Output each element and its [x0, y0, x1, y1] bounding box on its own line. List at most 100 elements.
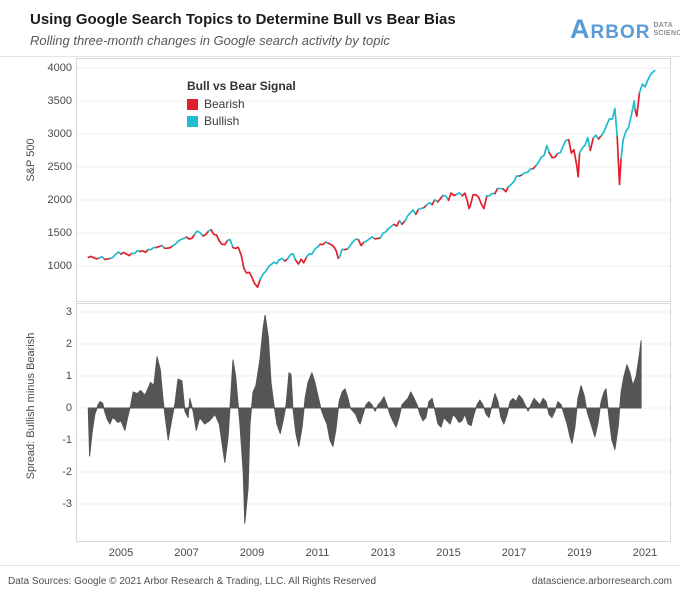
bullish-segment[interactable]	[346, 238, 360, 250]
bearish-segment[interactable]	[392, 219, 401, 227]
bearish-segment[interactable]	[447, 192, 458, 202]
bearish-segment[interactable]	[414, 208, 420, 216]
bullish-segment[interactable]	[286, 252, 297, 261]
bearish-segment[interactable]	[232, 246, 262, 289]
x-tick-label: 2017	[501, 547, 527, 559]
top-y-tick-label: 1500	[47, 227, 72, 239]
spread-area-chart[interactable]	[76, 303, 671, 542]
arbor-logo: ARBOR DATA SCIENCE	[570, 16, 680, 43]
bearish-segment[interactable]	[567, 138, 581, 178]
top-y-tick-label: 2500	[47, 161, 72, 173]
bullish-segment[interactable]	[404, 209, 417, 222]
bearish-segment[interactable]	[461, 192, 488, 210]
bearish-segment[interactable]	[494, 187, 499, 195]
x-tick-label: 2021	[632, 547, 658, 559]
bearish-segment[interactable]	[163, 245, 174, 250]
x-tick-label: 2011	[305, 547, 330, 559]
spread-area[interactable]	[87, 314, 642, 524]
bearish-segment[interactable]	[319, 241, 327, 246]
bearish-segment[interactable]	[373, 237, 382, 240]
bullish-segment[interactable]	[130, 249, 141, 255]
bullish-segment[interactable]	[425, 201, 433, 206]
bearish-segment[interactable]	[210, 228, 229, 246]
bullish-segment[interactable]	[109, 251, 122, 260]
bullish-segment[interactable]	[338, 248, 346, 259]
bearish-segment[interactable]	[589, 136, 595, 152]
bottom-y-tick-label: 1	[65, 370, 72, 382]
bullish-segment[interactable]	[455, 192, 464, 197]
top-y-tick-label: 4000	[47, 62, 72, 74]
sp500-price-line[interactable]	[87, 69, 656, 289]
x-tick-label: 2007	[174, 547, 199, 559]
bottom-y-tick-label: -2	[62, 466, 72, 478]
bullish-segment[interactable]	[363, 236, 376, 243]
page-title: Using Google Search Topics to Determine …	[30, 11, 456, 28]
bullish-segment[interactable]	[638, 69, 656, 94]
x-tick-label: 2019	[567, 547, 592, 559]
footer-attribution: Data Sources: Google © 2021 Arbor Resear…	[8, 576, 377, 587]
bullish-segment[interactable]	[193, 230, 204, 237]
signal-legend: Bull vs Bear Signal Bearish Bullish	[187, 79, 296, 131]
top-y-tick-label: 2000	[47, 194, 72, 206]
top-y-tick-label: 3500	[47, 95, 72, 107]
arbor-logo-tagline: DATA SCIENCE	[653, 22, 680, 38]
bullish-segment[interactable]	[171, 236, 188, 247]
bullish-segment[interactable]	[578, 136, 592, 155]
arbor-logo-initial: A	[570, 14, 591, 44]
bullish-segment[interactable]	[98, 255, 106, 261]
footer-divider	[0, 565, 680, 566]
bearish-swatch-icon	[187, 98, 198, 110]
page-subtitle: Rolling three-month changes in Google se…	[30, 33, 390, 48]
bullish-segment[interactable]	[259, 257, 286, 281]
top-y-tick-label: 1000	[47, 260, 72, 272]
bottom-y-tick-label: 0	[65, 402, 72, 414]
bullish-segment[interactable]	[417, 206, 425, 211]
bullish-segment[interactable]	[620, 100, 637, 160]
bearish-segment[interactable]	[87, 255, 100, 260]
bearish-segment[interactable]	[155, 244, 163, 249]
bullish-segment[interactable]	[521, 167, 534, 176]
bearish-segment[interactable]	[616, 136, 622, 186]
bearish-segment[interactable]	[634, 92, 641, 118]
bearish-segment[interactable]	[436, 194, 444, 203]
arbor-logo-wordmark: ARBOR	[570, 16, 650, 43]
sp500-signal-chart[interactable]	[76, 58, 671, 302]
bullish-segment[interactable]	[379, 223, 395, 239]
x-tick-label: 2013	[370, 547, 396, 559]
bearish-segment[interactable]	[357, 238, 365, 247]
bullish-segment[interactable]	[507, 175, 521, 188]
arbor-logo-tag-line1: DATA	[653, 21, 674, 29]
bearish-segment[interactable]	[202, 230, 210, 237]
bearish-segment[interactable]	[185, 233, 196, 240]
bullish-segment[interactable]	[442, 194, 450, 202]
bearish-segment[interactable]	[327, 242, 341, 259]
legend-title: Bull vs Bear Signal	[187, 79, 296, 93]
legend-label-bullish: Bullish	[204, 114, 240, 128]
header-divider	[0, 56, 680, 57]
panel-border	[76, 303, 671, 542]
bullish-segment[interactable]	[535, 144, 551, 167]
bullish-segment[interactable]	[600, 107, 619, 138]
footer-website: datascience.arborresearch.com	[531, 576, 672, 587]
bullish-segment[interactable]	[556, 138, 570, 155]
bottom-y-tick-label: 3	[65, 306, 72, 318]
bullish-segment[interactable]	[592, 134, 600, 140]
bullish-segment[interactable]	[305, 243, 321, 258]
bullish-segment[interactable]	[485, 192, 496, 197]
bearish-segment[interactable]	[120, 251, 133, 257]
bullish-segment[interactable]	[226, 238, 234, 249]
bearish-segment[interactable]	[502, 186, 510, 193]
bottom-y-tick-label: 2	[65, 338, 72, 350]
legend-label-bearish: Bearish	[204, 97, 245, 111]
legend-item-bearish[interactable]: Bearish	[187, 97, 296, 111]
bearish-segment[interactable]	[431, 198, 436, 206]
x-tick-label: 2009	[239, 547, 265, 559]
x-tick-label: 2005	[108, 547, 134, 559]
bearish-segment[interactable]	[139, 248, 150, 254]
bullish-segment[interactable]	[147, 246, 158, 251]
bearish-segment[interactable]	[548, 152, 559, 159]
top-y-tick-label: 3000	[47, 128, 72, 140]
bearish-segment[interactable]	[294, 255, 308, 265]
bearish-segment[interactable]	[103, 257, 112, 261]
legend-item-bullish[interactable]: Bullish	[187, 114, 296, 128]
